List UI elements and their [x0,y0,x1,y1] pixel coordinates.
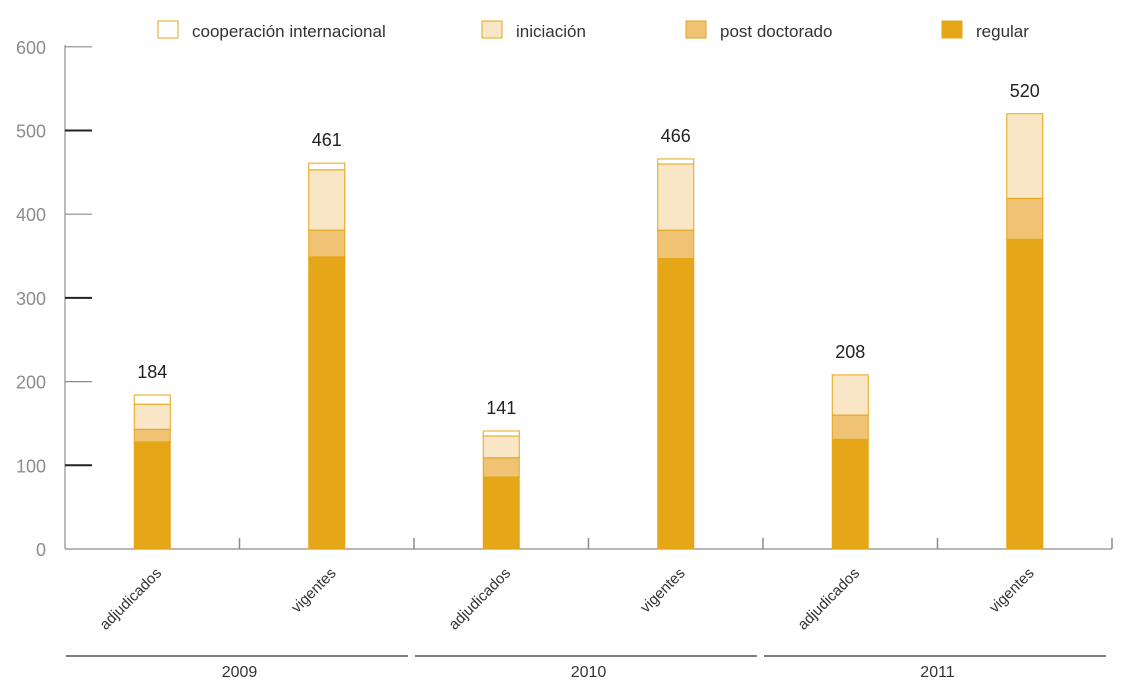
legend-swatch [481,20,503,39]
bar-total-label: 141 [486,398,516,418]
bar-segment [831,438,869,550]
bar-segment [308,256,346,550]
y-tick-label: 200 [16,373,46,393]
y-tick-label: 300 [16,289,46,309]
y-tick-label: 500 [16,122,46,142]
category-label: vigentes [288,565,340,617]
bar-segment [133,441,171,550]
bar-segment [308,169,346,231]
legend-label: iniciación [516,22,586,41]
bar-segment [133,403,171,430]
y-tick-label: 400 [16,205,46,225]
bar-segment [482,457,520,478]
y-tick-label: 0 [36,540,46,560]
y-tick-label: 600 [16,38,46,58]
year-label: 2010 [571,664,607,681]
bar-segment [482,435,520,459]
total-labels: 184 461 141 466 208 520 [137,81,1040,418]
category-label: vigentes [986,565,1038,617]
legend-label: regular [976,22,1029,41]
bar-segment [308,162,346,171]
category-label: vigentes [637,565,689,617]
legend-label: cooperación internacional [192,22,386,41]
legend-swatch [157,20,179,39]
bar-segment [657,163,695,231]
bar-segment [482,476,520,550]
bar-total-label: 184 [137,362,167,382]
x-axis: adjudicados vigentes adjudicados vigentes ad… [65,538,1113,634]
bar-segment [831,414,869,440]
bar-segment [133,394,171,405]
legend: cooperación internacional iniciación post … [157,20,1029,41]
legend-label: post doctorado [720,22,832,41]
legend-swatch [685,20,707,39]
bar-segment [308,229,346,258]
y-tick-label: 100 [16,456,46,476]
category-label: adjudicados [96,565,165,634]
bar-segment [1006,238,1044,550]
bar-total-label: 461 [312,130,342,150]
y-axis: 0 100 200 300 400 500 600 [16,38,92,560]
category-label: adjudicados [794,565,863,634]
bar-segment [657,229,695,260]
bar-total-label: 208 [835,342,865,362]
bar-segment [657,158,695,165]
bar-segment [1006,197,1044,240]
bars [133,113,1044,550]
bar-segment [482,430,520,437]
bar-total-label: 520 [1010,81,1040,101]
legend-swatch [941,20,963,39]
year-label: 2011 [920,664,955,681]
year-label: 2009 [222,664,258,681]
year-groups: 2009 2010 2011 [66,655,1106,681]
bar-segment [831,374,869,416]
bar-total-label: 466 [661,126,691,146]
bar-segment [1006,113,1044,199]
bar-segment [657,258,695,550]
bar-segment [133,428,171,443]
category-label: adjudicados [445,565,514,634]
